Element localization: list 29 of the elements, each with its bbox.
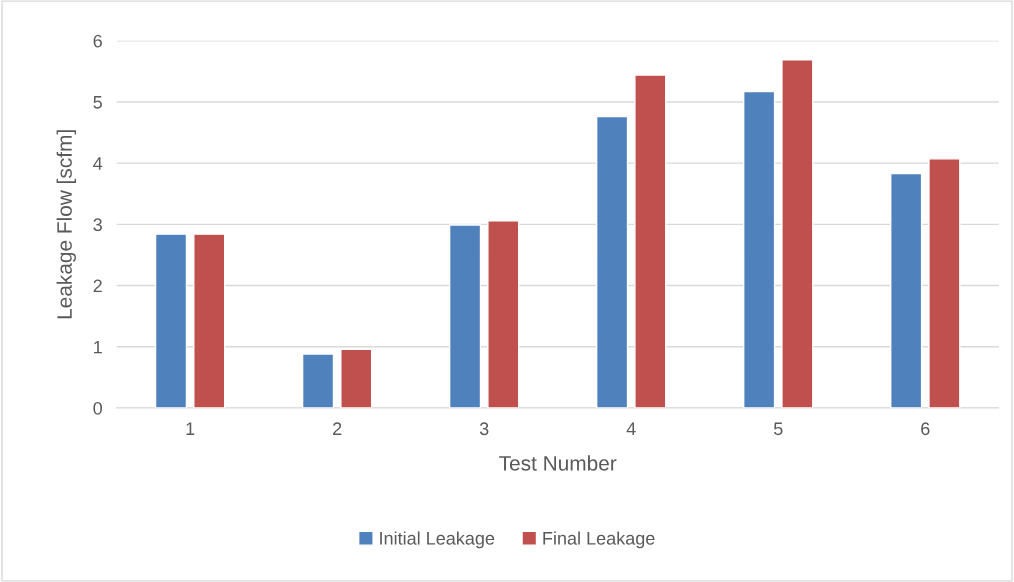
legend-label: Final Leakage (543, 531, 655, 549)
x-tick-label: 1 (186, 422, 195, 435)
y-tick-label: 0 (93, 401, 103, 415)
bar (781, 59, 814, 408)
y-tick-label: 2 (93, 279, 102, 293)
y-tick-label: 4 (93, 157, 103, 170)
y-axis-title: Leakage Flow [scfm] (56, 130, 77, 319)
x-tick-label: 6 (921, 422, 930, 436)
y-tick-label: 1 (94, 340, 102, 354)
legend-label: Initial Leakage (380, 531, 495, 549)
bar (742, 90, 776, 408)
x-tick-label: 5 (773, 422, 783, 436)
y-tick-label: 6 (93, 34, 102, 48)
bar (193, 233, 226, 408)
bar (634, 74, 667, 408)
x-tick-label: 4 (626, 422, 636, 435)
bar (154, 233, 188, 408)
x-axis-title: Test Number (499, 455, 617, 471)
bar (487, 219, 520, 408)
bar (448, 224, 482, 408)
x-tick-label: 3 (479, 422, 489, 436)
bar (301, 353, 335, 408)
y-tick-label: 3 (93, 218, 102, 232)
x-tick-label: 2 (333, 422, 342, 435)
bar (340, 348, 373, 408)
bar (890, 172, 923, 408)
bar (928, 158, 961, 408)
bar (595, 115, 629, 408)
y-tick-label: 5 (93, 96, 102, 109)
